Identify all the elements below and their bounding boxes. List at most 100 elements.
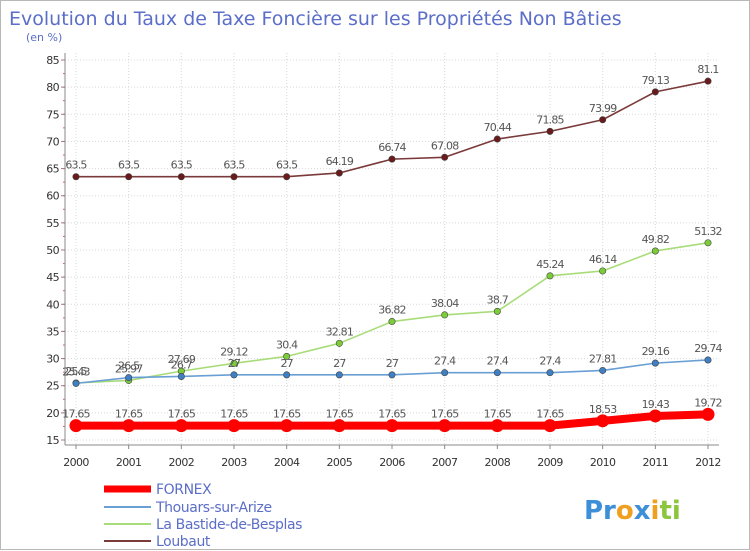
- x-tick-label: 2000: [63, 456, 89, 469]
- data-label: 25.5: [65, 365, 87, 378]
- x-tick-label: 2006: [379, 456, 405, 469]
- data-label: 32.81: [326, 325, 354, 338]
- x-tick-label: 2008: [485, 456, 511, 469]
- data-label: 27: [386, 357, 399, 370]
- data-label: 17.65: [168, 408, 196, 421]
- data-label: 27.4: [539, 355, 561, 368]
- data-point: [388, 155, 396, 163]
- chart-title: Evolution du Taux de Taxe Foncière sur l…: [9, 8, 622, 30]
- y-tick-label: 80: [46, 81, 59, 94]
- data-label: 81.1: [697, 63, 718, 76]
- data-label: 17.65: [431, 408, 459, 421]
- x-tick-label: 2005: [327, 456, 353, 469]
- data-label: 27: [333, 357, 346, 370]
- data-point: [69, 419, 83, 433]
- data-label: 27: [280, 357, 293, 370]
- data-label: 27.69: [168, 353, 196, 366]
- data-label: 17.65: [378, 408, 406, 421]
- data-point: [493, 135, 501, 143]
- data-point: [230, 371, 238, 379]
- data-label: 36.82: [378, 304, 406, 317]
- data-label: 66.74: [378, 141, 406, 154]
- data-point: [546, 272, 554, 280]
- x-tick-label: 2009: [537, 456, 563, 469]
- data-point: [493, 369, 501, 377]
- x-tick-label: 2011: [643, 456, 669, 469]
- logo-part: ti: [659, 496, 680, 526]
- y-tick-label: 55: [46, 217, 59, 230]
- data-point: [438, 419, 452, 433]
- data-label: 30.4: [276, 338, 298, 351]
- data-point: [648, 409, 662, 423]
- data-point: [599, 366, 607, 374]
- data-point: [651, 247, 659, 255]
- data-label: 17.65: [115, 408, 143, 421]
- data-point: [651, 359, 659, 367]
- data-label: 38.04: [431, 297, 459, 310]
- data-point: [72, 379, 80, 387]
- data-label: 79.13: [642, 74, 670, 87]
- y-tick-label: 85: [46, 54, 59, 67]
- data-point: [227, 419, 241, 433]
- data-point: [704, 239, 712, 247]
- data-point: [72, 173, 80, 181]
- x-tick-label: 2003: [221, 456, 247, 469]
- data-point: [174, 419, 188, 433]
- data-label: 29.74: [694, 342, 722, 355]
- data-point: [125, 173, 133, 181]
- data-point: [546, 127, 554, 135]
- data-point: [280, 419, 294, 433]
- logo-part: i: [651, 496, 660, 526]
- x-tick-label: 2010: [590, 456, 616, 469]
- data-point: [283, 352, 291, 360]
- data-point: [335, 169, 343, 177]
- data-point: [177, 173, 185, 181]
- proxiti-logo: Proxiti: [584, 496, 681, 526]
- legend-label: Thouars-sur-Arize: [155, 500, 272, 516]
- data-point: [177, 372, 185, 380]
- data-label: 63.5: [118, 159, 140, 172]
- data-point: [385, 419, 399, 433]
- data-point: [546, 369, 554, 377]
- series-lines: [69, 77, 715, 433]
- y-tick-label: 50: [46, 244, 59, 257]
- y-tick-label: 30: [46, 353, 59, 366]
- data-point: [493, 307, 501, 315]
- chart-subtitle: (en %): [26, 31, 62, 44]
- axes: 15 20 25 30 35 40 45 50 55 60 65 70 75 80 85 2000 2001 20…: [46, 53, 721, 469]
- data-point: [332, 419, 346, 433]
- data-label: 27.4: [487, 355, 509, 368]
- data-label: 17.65: [484, 408, 512, 421]
- data-label: 18.53: [589, 403, 617, 416]
- data-point: [599, 116, 607, 124]
- data-point: [651, 88, 659, 96]
- data-point: [596, 414, 610, 428]
- data-label: 17.65: [220, 408, 248, 421]
- y-tick-label: 15: [46, 434, 59, 447]
- data-label: 26.7: [171, 358, 193, 371]
- x-tick-label: 2004: [274, 456, 300, 469]
- logo-part: o: [616, 496, 634, 526]
- data-label: 19.72: [694, 396, 722, 409]
- y-tick-label: 60: [46, 190, 59, 203]
- y-tick-label: 70: [46, 135, 59, 148]
- data-point: [335, 371, 343, 379]
- data-label: 51.32: [694, 225, 722, 238]
- y-tick-label: 20: [46, 407, 59, 420]
- data-point: [441, 153, 449, 161]
- data-label: 27: [228, 357, 241, 370]
- data-label: 63.5: [276, 159, 298, 172]
- y-tick-label: 65: [46, 163, 59, 176]
- data-point: [230, 359, 238, 367]
- y-tick-label: 25: [46, 380, 59, 393]
- data-label: 63.5: [223, 159, 245, 172]
- data-label: 71.85: [536, 113, 564, 126]
- data-label: 64.19: [326, 155, 354, 168]
- data-label: 19.43: [642, 398, 670, 411]
- logo-part: Pr: [584, 496, 616, 526]
- data-label: 38.7: [487, 293, 509, 306]
- data-label: 67.08: [431, 139, 459, 152]
- data-label: 73.99: [589, 102, 617, 115]
